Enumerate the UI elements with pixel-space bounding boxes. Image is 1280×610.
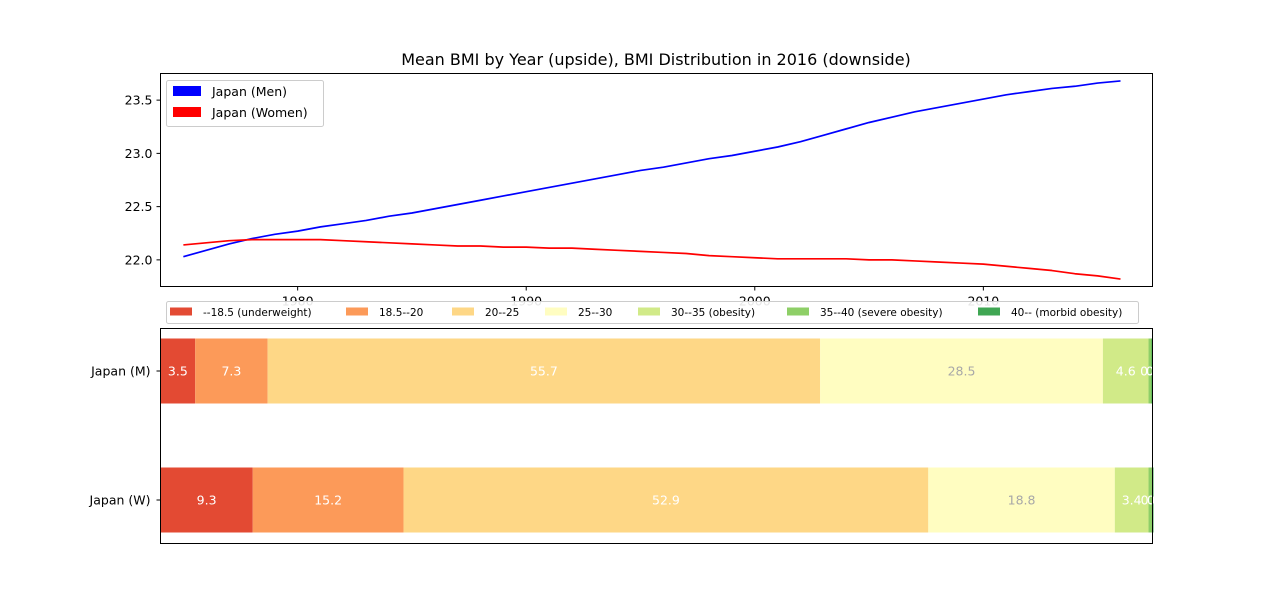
bar-legend-label-2: 20--25 [485, 307, 519, 319]
bar-segment [403, 467, 929, 533]
bar-legend-swatch-3 [545, 307, 567, 316]
bar-value-label: 15.2 [314, 493, 342, 508]
category-label: Japan (M) [90, 364, 150, 379]
y-tick-label: 23.0 [125, 146, 153, 161]
bar-legend: --18.5 (underweight) 18.5--20 20--25 25--30… [166, 301, 1139, 324]
bar-segment [928, 467, 1115, 533]
bar-segment [160, 338, 196, 404]
bar-legend-swatch-4 [638, 307, 660, 316]
bar-value-label: 18.8 [1008, 493, 1036, 508]
bar-legend-swatch-2 [452, 307, 474, 316]
bar-value-label: 0.3 [1140, 364, 1160, 379]
bar-value-label: 28.5 [948, 364, 976, 379]
bar-segment [252, 467, 404, 533]
bar-segment [820, 338, 1103, 404]
bar-chart-panel: 3.5 7.3 55.7 28.5 4.6 0.30.9.3 15.2 52.9 18.8 3.4… [89, 301, 1161, 544]
legend-label-0: Japan (Men) [211, 84, 287, 99]
bar-value-label: 4.6 [1116, 364, 1136, 379]
bar-segment [195, 338, 268, 404]
line-series-layer [183, 80, 1121, 280]
line-series-0 [183, 80, 1121, 258]
bar-value-label: 0.4 [1141, 493, 1161, 508]
legend-swatch-1 [173, 107, 201, 117]
bar-value-label: 7.3 [221, 364, 241, 379]
y-tick-label: 22.5 [125, 199, 153, 214]
bar-plot-frame [160, 328, 1153, 544]
legend-swatch-0 [173, 86, 201, 96]
stacked-bar-layer: 3.5 7.3 55.7 28.5 4.6 0.30.9.3 15.2 52.9 18.8 3.4… [160, 338, 1161, 533]
bar-segment [160, 467, 253, 533]
bar-legend-label-0: --18.5 (underweight) [203, 307, 312, 319]
bar-value-label: 52.9 [652, 493, 680, 508]
bar-value-label: 9.3 [197, 493, 217, 508]
category-label: Japan (W) [89, 493, 151, 508]
line-legend-box [166, 80, 324, 127]
line-chart-panel: 198019902000201022.022.523.023.5 Japan (… [125, 73, 1153, 309]
bar-legend-label-4: 30--35 (obesity) [671, 307, 755, 319]
bar-value-label: 3.4 [1122, 493, 1142, 508]
bar-legend-swatch-1 [346, 307, 368, 316]
bar-value-label: 3.5 [168, 364, 188, 379]
line-series-1 [183, 238, 1121, 280]
bar-axes: Japan (M) Japan (W) [89, 364, 161, 508]
legend-label-1: Japan (Women) [211, 105, 308, 120]
bar-segment [267, 338, 821, 404]
bar-legend-swatch-6 [978, 307, 1000, 316]
bar-legend-label-3: 25--30 [578, 307, 612, 319]
bar-segment [1148, 338, 1152, 404]
y-tick-label: 23.5 [125, 93, 153, 108]
bar-value-label: 55.7 [530, 364, 558, 379]
line-plot-frame [160, 73, 1153, 287]
bar-segment [1114, 467, 1149, 533]
y-tick-label: 22.0 [125, 252, 153, 267]
bar-legend-swatch-5 [787, 307, 809, 316]
bar-legend-label-6: 40-- (morbid obesity) [1011, 307, 1122, 319]
chart-title: Mean BMI by Year (upside), BMI Distribut… [401, 50, 911, 69]
bar-legend-swatch-0 [170, 307, 192, 316]
bar-segment [1148, 467, 1153, 533]
line-legend: Japan (Men) Japan (Women) [166, 80, 324, 127]
bar-legend-label-1: 18.5--20 [379, 307, 423, 319]
bar-segment [1102, 338, 1149, 404]
bar-legend-label-5: 35--40 (severe obesity) [820, 307, 943, 319]
